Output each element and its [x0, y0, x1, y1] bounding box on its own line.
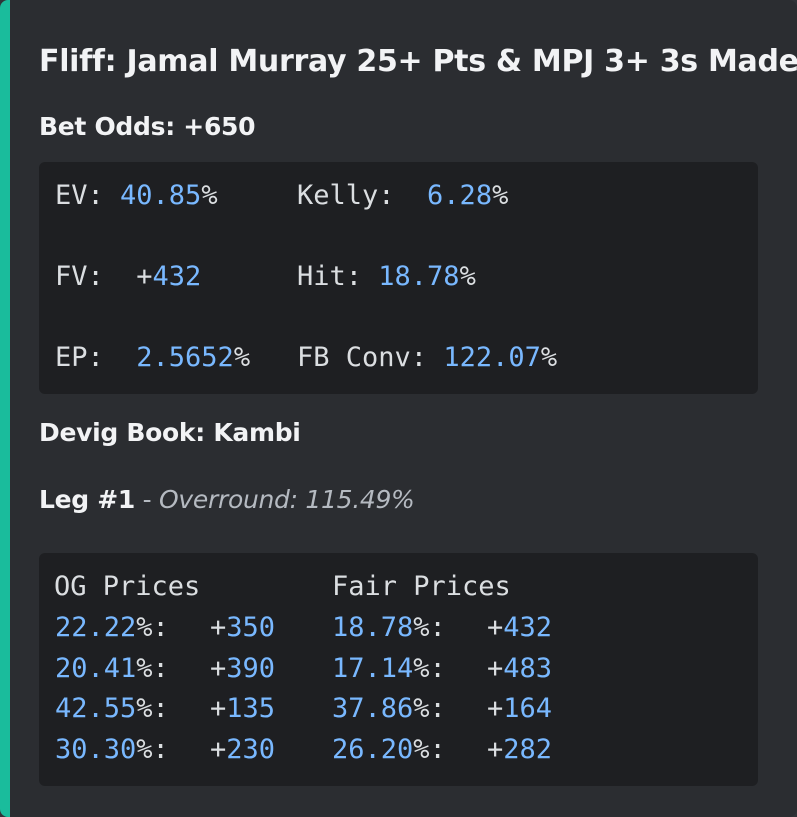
- embed-accent-bar: [0, 0, 10, 817]
- og-pct: 30.30: [55, 734, 137, 765]
- plus-sign: +: [210, 734, 227, 765]
- bet-odds-field: Bet Odds: +650: [39, 112, 256, 141]
- hit-stat: Hit: 18.78%: [297, 261, 476, 292]
- pct-suffix: %:: [136, 653, 169, 684]
- fair-pct: 26.20: [332, 734, 414, 765]
- og-odds: 350: [226, 612, 276, 643]
- embed-title: Fliff: Jamal Murray 25+ Pts & MPJ 3+ 3s …: [39, 44, 797, 79]
- fair-pct: 17.14: [332, 653, 414, 684]
- kelly-label: Kelly:: [297, 180, 428, 211]
- og-odds: 230: [226, 734, 276, 765]
- kelly-value: 6.28: [427, 180, 493, 211]
- stats-codeblock: EV: 40.85% Kelly: 6.28% FV: +432 Hit: 18.7…: [39, 162, 758, 394]
- devig-book-label: Devig Book:: [39, 418, 214, 447]
- ev-unit: %: [201, 180, 218, 211]
- og-odds: 390: [226, 653, 276, 684]
- bet-odds-value: +650: [183, 112, 256, 141]
- pct-suffix: %:: [413, 612, 446, 643]
- devig-book-value: Kambi: [213, 418, 301, 447]
- hit-unit: %: [459, 261, 476, 292]
- fair-odds: 282: [503, 734, 553, 765]
- fbconv-unit: %: [540, 342, 558, 373]
- pct-suffix: %:: [136, 693, 169, 724]
- bet-odds-label: Bet Odds:: [39, 112, 184, 141]
- pct-suffix: %:: [413, 653, 446, 684]
- kelly-stat: Kelly: 6.28%: [297, 180, 508, 211]
- plus-sign: +: [487, 734, 504, 765]
- pct-suffix: %:: [136, 612, 169, 643]
- leg-label: Leg #1: [39, 485, 136, 514]
- fair-prices-header: Fair Prices: [332, 571, 511, 602]
- leg-overround: Overround: 115.49%: [159, 485, 415, 514]
- prices-codeblock: OG Prices Fair Prices 22.22%: +350 18.78%: +…: [39, 553, 758, 786]
- plus-sign: +: [210, 653, 227, 684]
- ev-value: 40.85: [120, 180, 202, 211]
- fair-odds: 483: [503, 653, 553, 684]
- ev-label: EV:: [55, 180, 121, 211]
- ep-stat: EP: 2.5652%: [55, 342, 250, 373]
- kelly-unit: %: [492, 180, 509, 211]
- leg-field: Leg #1 - Overround: 115.49%: [39, 485, 415, 514]
- pct-suffix: %:: [413, 693, 446, 724]
- fbconv-stat: FB Conv: 122.07%: [297, 342, 557, 373]
- fbconv-label: FB Conv:: [297, 342, 444, 373]
- plus-sign: +: [210, 693, 227, 724]
- plus-sign: +: [487, 612, 504, 643]
- fair-pct: 18.78: [332, 612, 414, 643]
- fair-pct: 37.86: [332, 693, 414, 724]
- devig-book-field: Devig Book: Kambi: [39, 418, 301, 447]
- ep-unit: %: [233, 342, 251, 373]
- fair-odds: 164: [503, 693, 553, 724]
- fv-label: FV:: [55, 261, 137, 292]
- fv-sign: +: [136, 261, 153, 292]
- ep-label: EP:: [55, 342, 137, 373]
- og-pct: 42.55: [55, 693, 137, 724]
- fv-value: 432: [152, 261, 202, 292]
- plus-sign: +: [210, 612, 227, 643]
- leg-separator: -: [135, 485, 160, 514]
- ep-value: 2.5652: [136, 342, 234, 373]
- pct-suffix: %:: [413, 734, 446, 765]
- plus-sign: +: [487, 693, 504, 724]
- hit-value: 18.78: [378, 261, 460, 292]
- fbconv-value: 122.07: [443, 342, 541, 373]
- ev-stat: EV: 40.85%: [55, 180, 218, 211]
- plus-sign: +: [487, 653, 504, 684]
- og-odds: 135: [226, 693, 276, 724]
- og-pct: 22.22: [55, 612, 137, 643]
- pct-suffix: %:: [136, 734, 169, 765]
- fair-odds: 432: [503, 612, 553, 643]
- fv-stat: FV: +432: [55, 261, 201, 292]
- og-pct: 20.41: [55, 653, 137, 684]
- hit-label: Hit:: [297, 261, 379, 292]
- og-prices-header: OG Prices: [54, 571, 201, 602]
